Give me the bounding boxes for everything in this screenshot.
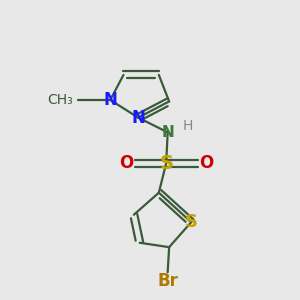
Text: S: S bbox=[159, 154, 173, 173]
Text: N: N bbox=[131, 109, 145, 127]
Text: N: N bbox=[161, 125, 174, 140]
Text: Br: Br bbox=[157, 272, 178, 290]
Text: S: S bbox=[185, 213, 198, 231]
Text: O: O bbox=[119, 154, 133, 172]
Text: O: O bbox=[199, 154, 213, 172]
Text: CH₃: CH₃ bbox=[47, 93, 73, 107]
Text: H: H bbox=[182, 119, 193, 133]
Text: N: N bbox=[103, 91, 117, 109]
